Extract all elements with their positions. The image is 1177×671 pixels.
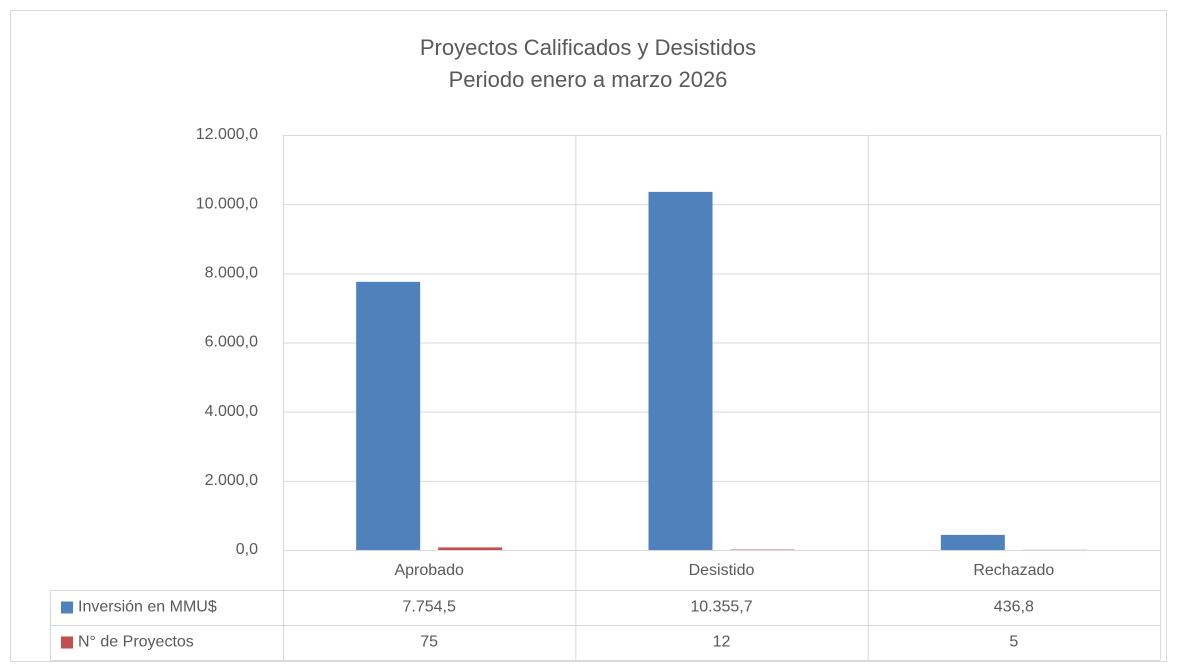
- y-tick-label: 0,0: [236, 541, 258, 558]
- legend-swatch: [61, 601, 73, 614]
- bar: [940, 534, 1005, 550]
- table-value: 7.754,5: [402, 599, 455, 616]
- chart-subtitle: Periodo enero a marzo 2026: [449, 67, 728, 92]
- x-tick-label: Rechazado: [973, 562, 1054, 579]
- legend-label: Inversión en MMU$: [78, 599, 217, 616]
- legend-label: N° de Proyectos: [78, 634, 194, 651]
- x-tick-label: Aprobado: [394, 562, 463, 579]
- table-value: 436,8: [994, 599, 1034, 616]
- table-value: 12: [713, 634, 731, 651]
- y-tick-label: 6.000,0: [205, 334, 258, 351]
- table-value: 75: [420, 634, 438, 651]
- table-value: 5: [1009, 634, 1018, 651]
- bar: [648, 191, 713, 551]
- y-tick-label: 12.000,0: [196, 126, 258, 143]
- bar: [356, 281, 421, 550]
- y-tick-label: 10.000,0: [196, 195, 258, 212]
- chart-border: [10, 10, 1167, 662]
- table-value: 10.355,7: [690, 599, 752, 616]
- chart-title: Proyectos Calificados y Desistidos: [420, 35, 756, 60]
- x-tick-label: Desistido: [689, 562, 755, 579]
- y-tick-label: 8.000,0: [205, 265, 258, 282]
- legend-swatch: [61, 636, 73, 649]
- y-tick-label: 4.000,0: [205, 403, 258, 420]
- bar: [438, 547, 503, 550]
- y-tick-label: 2.000,0: [205, 472, 258, 489]
